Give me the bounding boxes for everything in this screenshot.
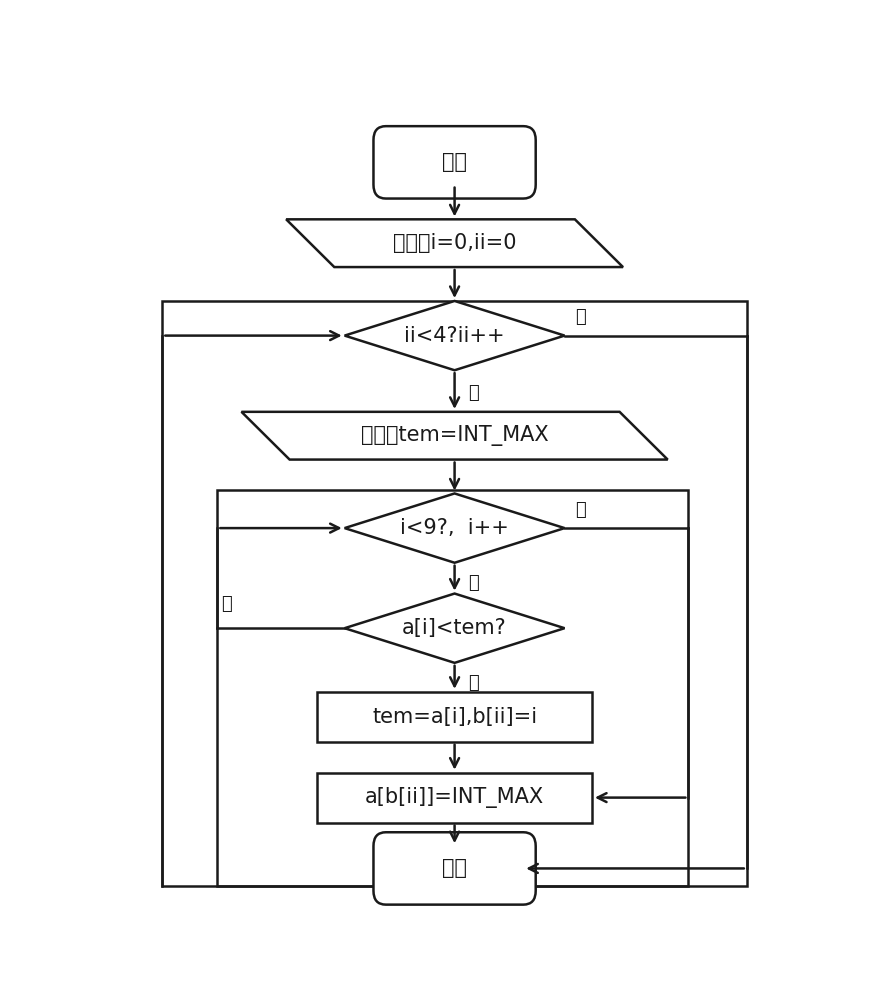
FancyBboxPatch shape — [373, 832, 535, 905]
Text: 否: 否 — [574, 308, 585, 326]
Text: 开始: 开始 — [441, 152, 467, 172]
Polygon shape — [241, 412, 667, 460]
Bar — [317, 692, 592, 742]
Bar — [162, 301, 746, 886]
Bar — [217, 490, 688, 886]
Text: i<9?,  i++: i<9?, i++ — [400, 518, 509, 538]
Text: 是: 是 — [468, 674, 478, 692]
Text: 结束: 结束 — [441, 858, 467, 878]
Polygon shape — [344, 594, 563, 663]
Text: 是: 是 — [468, 384, 478, 402]
Text: a[i]<tem?: a[i]<tem? — [401, 618, 507, 638]
Text: 否: 否 — [574, 501, 585, 519]
Polygon shape — [344, 301, 563, 370]
Polygon shape — [286, 219, 622, 267]
Text: ii<4?ii++: ii<4?ii++ — [404, 326, 504, 346]
Text: 初始化i=0,ii=0: 初始化i=0,ii=0 — [392, 233, 516, 253]
Bar — [317, 773, 592, 823]
Text: 初始化tem=INT_MAX: 初始化tem=INT_MAX — [361, 425, 548, 446]
FancyBboxPatch shape — [373, 126, 535, 199]
Text: 是: 是 — [468, 574, 478, 592]
Text: a[b[ii]]=INT_MAX: a[b[ii]]=INT_MAX — [365, 787, 543, 808]
Text: tem=a[i],b[ii]=i: tem=a[i],b[ii]=i — [371, 707, 537, 727]
Text: 否: 否 — [221, 595, 231, 613]
Polygon shape — [344, 493, 563, 563]
